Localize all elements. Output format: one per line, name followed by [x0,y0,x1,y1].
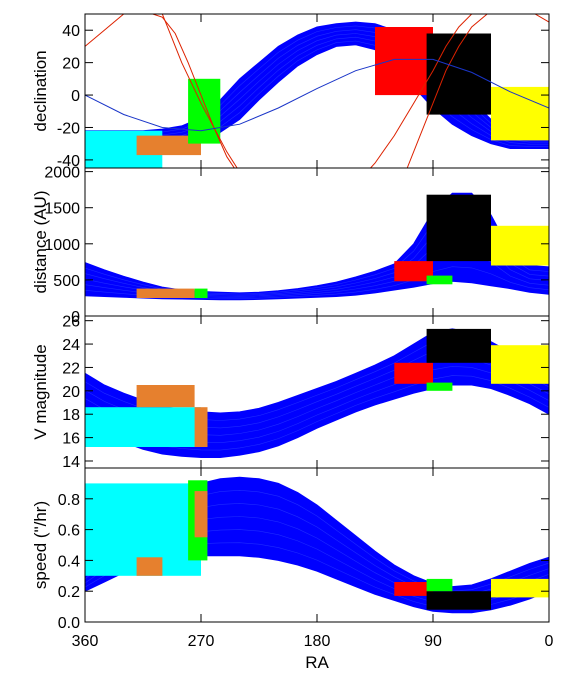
panel-0-data [85,14,549,168]
panel-3-region-orange [194,491,208,538]
panel-1-ytick-label: 1500 [44,201,80,218]
axes: -40 -20 0 20 40 declination 0 500 1000 1500 2000 di… [31,13,554,650]
panel-2-ytick-label: 26 [62,314,80,331]
panel-2-region-orange [136,385,195,408]
panel-3-region-green [426,578,453,592]
panel-1-region-green [194,288,208,298]
panel-1-region-red [394,261,433,282]
panel-3-data [85,476,549,614]
panel-2-region-yellow [491,345,549,384]
panel-2-region-red [394,362,433,384]
panel-1-ytick-label: 2000 [44,165,80,182]
panel-0-ytick-label: 40 [62,23,80,40]
x-tick-label: 360 [72,633,99,650]
panel-1-data [85,192,549,301]
panel-2-ytick-label: 24 [62,337,80,354]
panel-3-region-red [394,582,433,596]
panel-1-region-green [426,275,453,285]
x-tick-label: 0 [545,633,554,650]
panel-0-track-4 [85,58,549,132]
panel-0-ytick-label: -20 [57,120,80,137]
panel-2-region-cyan [85,407,201,447]
panel-0-region-green [188,78,221,144]
panel-0-ytick-label: 20 [62,56,80,73]
plot-area [85,14,549,614]
panel-0-region-yellow [491,86,549,141]
panel-1-region-black [426,194,491,262]
panel-0-track-1 [85,14,235,168]
panel-3-y-axis-label: speed ("/hr) [31,501,50,589]
panel-2-ytick-label: 18 [62,407,80,424]
panel-3-ytick-label: 0.2 [58,584,80,601]
panel-3-ytick-label: 0.0 [58,615,80,632]
panel-0-ytick-label: 0 [71,88,80,105]
panel-0-ytick-label: -40 [57,153,80,170]
panel-0-region-red [375,27,433,96]
panel-1-ytick-label: 1000 [44,237,80,254]
panel-0-track-2 [369,14,473,168]
panel-2-y-axis-label: V magnitude [31,344,50,439]
panel-2-region-orange [194,407,208,447]
panel-2-ytick-label: 16 [62,431,80,448]
panel-1-region-orange [136,288,195,298]
panel-3-ytick-label: 0.6 [58,523,80,540]
panel-0-track-3 [406,14,549,168]
panel-0-region-orange [136,135,201,156]
panel-2-ytick-label: 20 [62,384,80,401]
panel-1-ytick-label: 500 [53,273,80,290]
panel-1-ytick-label: 0 [71,309,80,326]
panel-2-data [85,328,549,458]
panel-3-ytick-label: 0.8 [58,492,80,509]
panel-1-region-yellow [491,225,549,266]
panel-3-region-yellow [491,578,549,598]
x-tick-label: 90 [424,633,442,650]
panel-3-region-orange [136,557,163,576]
x-tick-label: 270 [188,633,215,650]
panel-1-y-axis-label: distance (AU) [31,191,50,294]
x-axis-label: RA [305,653,329,672]
panel-2-ytick-label: 14 [62,454,80,471]
panel-0-y-axis-label: declination [31,50,50,131]
panel-3-ytick-label: 0.4 [58,553,80,570]
panel-2-region-black [426,328,491,363]
x-tick-label: 180 [304,633,331,650]
panel-2-ytick-label: 22 [62,360,80,377]
panel-3-region-black [426,591,491,610]
panel-2-region-green [426,382,453,391]
